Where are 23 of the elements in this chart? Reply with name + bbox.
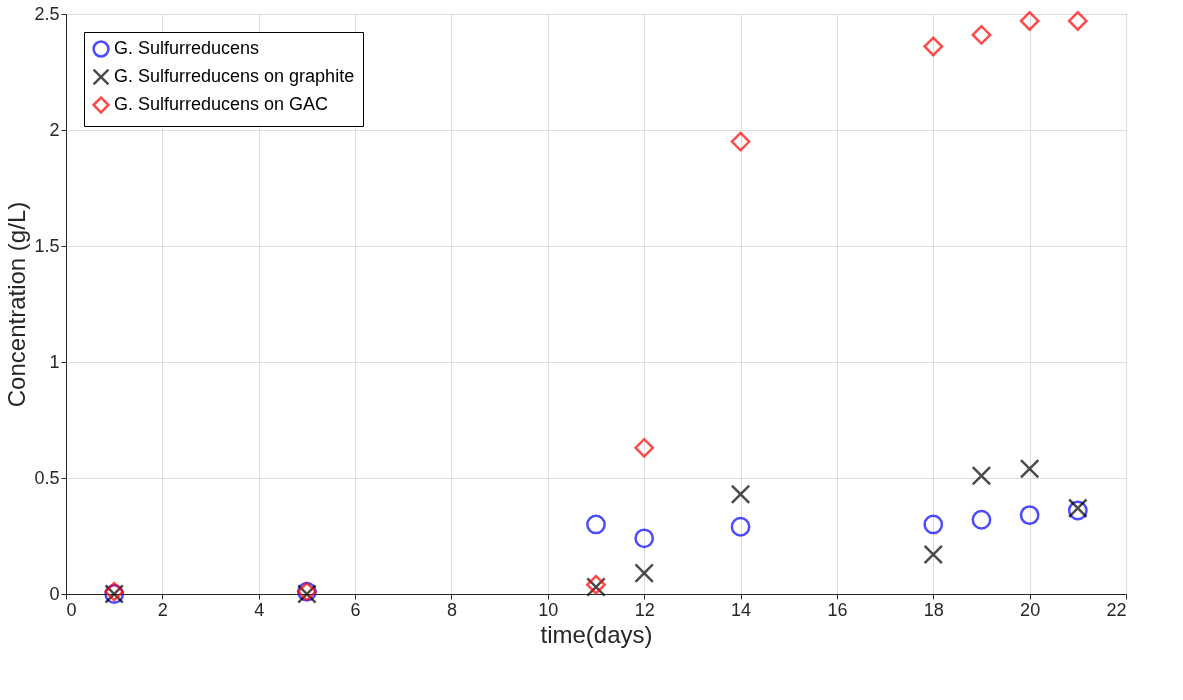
- legend-label: G. Sulfurreducens on graphite: [114, 66, 355, 86]
- x-tick-label: 6: [350, 599, 361, 620]
- legend-label: G. Sulfurreducens on GAC: [114, 94, 329, 114]
- x-tick-label: 18: [923, 599, 944, 620]
- y-tick-label: 0.5: [34, 467, 60, 488]
- x-axis-title: time(days): [540, 620, 653, 648]
- y-tick-label: 0: [49, 583, 60, 604]
- y-tick-label: 1: [49, 351, 60, 372]
- x-tick-label: 12: [634, 599, 655, 620]
- x-tick-label: 0: [66, 599, 77, 620]
- x-tick-label: 16: [827, 599, 848, 620]
- y-tick-label: 2.5: [34, 3, 60, 24]
- x-tick-label: 8: [446, 599, 457, 620]
- x-tick-label: 14: [731, 599, 752, 620]
- x-tick-label: 2: [157, 599, 168, 620]
- x-tick-label: 20: [1020, 599, 1041, 620]
- y-tick-label: 1.5: [34, 235, 60, 256]
- x-tick-label: 10: [538, 599, 559, 620]
- y-tick-label: 2: [49, 119, 60, 140]
- legend-label: G. Sulfurreducens: [114, 38, 260, 58]
- x-tick-label: 22: [1106, 599, 1127, 620]
- x-tick-label: 4: [254, 599, 265, 620]
- y-axis-title: Concentration (g/L): [3, 201, 31, 408]
